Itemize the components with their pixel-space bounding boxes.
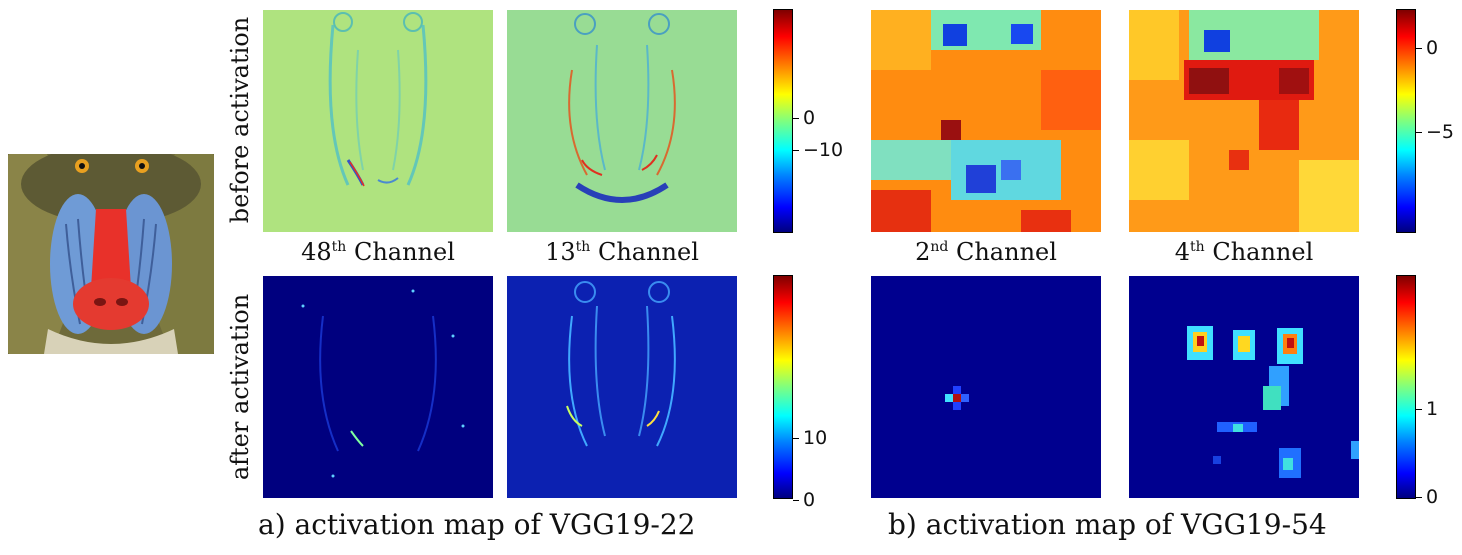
channel-label-2: 2nd Channel — [871, 238, 1101, 266]
channel-label-13: 13th Channel — [507, 238, 737, 266]
vgg54-ch2-before-map — [871, 10, 1101, 232]
vgg54-after-colorbar — [1396, 275, 1416, 499]
vgg22-after-tick-10: 10 — [792, 427, 828, 449]
vgg54-ch2-after-map — [871, 276, 1101, 498]
channel-label-48-text: Channel — [353, 238, 455, 266]
caption-vgg19-54: b) activation map of VGG19-54 — [888, 508, 1327, 541]
vgg22-after-tick-0: 0 — [792, 489, 816, 511]
vgg22-after-colorbar — [773, 275, 793, 499]
vgg22-before-colorbar — [773, 9, 793, 233]
channel-label-13-text: Channel — [597, 238, 699, 266]
vgg54-before-colorbar — [1396, 9, 1416, 233]
vgg22-ch13-after-map — [507, 276, 737, 498]
vgg54-before-tick-0: 0 — [1415, 37, 1439, 59]
vgg54-ch4-before-map — [1129, 10, 1359, 232]
vgg22-before-tick-0: 0 — [792, 107, 816, 129]
vgg22-ch48-before-map — [263, 10, 493, 232]
channel-label-13-num: 13 — [545, 238, 576, 266]
channel-label-4: 4th Channel — [1129, 238, 1359, 266]
vgg54-after-tick-1: 1 — [1415, 398, 1439, 420]
vgg54-before-tick-minus5: −5 — [1415, 121, 1455, 143]
channel-label-2-num: 2 — [915, 238, 931, 266]
row-label-after: after activation — [226, 293, 254, 481]
vgg54-after-tick-0: 0 — [1415, 486, 1439, 508]
channel-label-2-text: Channel — [955, 238, 1057, 266]
vgg54-ch4-after-map — [1129, 276, 1359, 498]
vgg22-before-tick-minus10: −10 — [792, 139, 844, 161]
channel-label-4-sup: th — [1190, 239, 1205, 255]
row-label-before: before activation — [226, 16, 254, 224]
vgg22-ch48-after-map — [263, 276, 493, 498]
channel-label-4-num: 4 — [1174, 238, 1191, 266]
channel-label-2-sup: nd — [930, 239, 949, 255]
channel-label-48-sup: th — [331, 239, 347, 255]
channel-label-48: 48th Channel — [263, 238, 493, 266]
channel-label-13-sup: th — [575, 239, 591, 255]
input-baboon-image — [8, 154, 214, 354]
channel-label-48-num: 48 — [301, 238, 332, 266]
channel-label-4-text: Channel — [1212, 238, 1314, 266]
vgg22-ch13-before-map — [507, 10, 737, 232]
caption-vgg19-22: a) activation map of VGG19-22 — [258, 508, 696, 541]
